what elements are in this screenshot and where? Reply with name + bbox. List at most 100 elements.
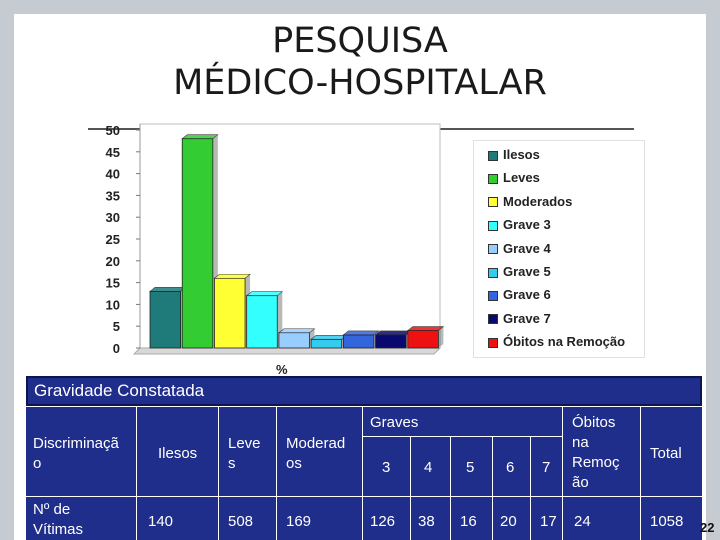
y-tick-label: 5 <box>113 319 120 334</box>
bar-top <box>278 328 316 334</box>
col-divider <box>492 436 493 540</box>
bar-top <box>245 291 284 296</box>
bar--bitos-na-remo-o <box>407 330 439 349</box>
cell-grave-3: 126 <box>370 513 396 530</box>
header-grave-7: 7 <box>542 459 551 476</box>
page-title: PESQUISA MÉDICO-HOSPITALAR <box>120 20 600 104</box>
y-tick-label: 20 <box>106 254 120 269</box>
col-divider <box>640 406 641 540</box>
cell-total: 1058 <box>650 513 684 530</box>
legend-item: Ilesos <box>488 147 540 165</box>
legend-label: Grave 3 <box>503 217 551 233</box>
plot-floor <box>132 347 442 355</box>
legend-label: Grave 4 <box>503 240 551 256</box>
y-tick-label: 30 <box>106 210 120 225</box>
bar-grave-6 <box>342 334 375 349</box>
legend-label: Grave 7 <box>503 310 551 326</box>
col-divider <box>218 406 219 540</box>
col-divider <box>136 406 137 540</box>
bar-top <box>181 134 219 140</box>
bar-top <box>342 330 380 336</box>
legend-label: Leves <box>503 170 540 186</box>
legend-swatch <box>488 150 498 161</box>
bar-side <box>438 326 444 348</box>
bar-grave-7 <box>375 334 407 349</box>
bar-moderados <box>214 277 246 349</box>
bar-chart: 0 5 10 15 20 25 30 35 40 45 50 <box>106 123 445 356</box>
col-divider <box>450 436 451 540</box>
header-leves: Leve s <box>228 435 261 472</box>
col-divider <box>362 406 363 540</box>
legend-label: Moderados <box>503 193 573 209</box>
cell-obitos: 24 <box>574 513 591 530</box>
cell-ilesos: 140 <box>148 513 174 530</box>
header-graves: Graves <box>370 414 419 431</box>
graves-subrule <box>362 436 562 437</box>
y-tick-label: 40 <box>106 167 120 182</box>
bar-leves <box>181 138 214 349</box>
title-line-1: PESQUISA <box>272 21 448 61</box>
cell-moderados: 169 <box>286 513 312 530</box>
table-rule <box>26 406 702 407</box>
cell-grave-7: 17 <box>540 513 557 530</box>
row-label: Nº de Vítimas <box>33 501 84 538</box>
legend-item: Leves <box>488 170 540 188</box>
title-line-2: MÉDICO-HOSPITALAR <box>173 63 547 103</box>
chart-legend: Ilesos Leves Moderados Grave 3 Grave 4 Grave … <box>473 140 645 358</box>
legend-item: Grave 3 <box>488 217 551 235</box>
col-divider <box>530 436 531 540</box>
x-axis-label: % <box>276 362 288 377</box>
table-rule <box>26 496 702 497</box>
bar-grave-5 <box>310 338 343 349</box>
cell-grave-4: 38 <box>418 513 435 530</box>
header-total: Total <box>650 445 682 462</box>
table-heading: Gravidade Constatada <box>26 376 702 406</box>
legend-item: Moderados <box>488 194 572 212</box>
header-grave-6: 6 <box>506 459 515 476</box>
legend-swatch <box>488 197 498 208</box>
bar-top <box>310 334 348 340</box>
legend-label: Grave 5 <box>503 264 551 279</box>
y-tick-label: 45 <box>106 145 120 160</box>
bar-top <box>149 287 187 292</box>
legend-label: Óbitos na Remoção <box>503 334 626 350</box>
legend-item: Grave 6 <box>488 287 551 305</box>
header-grave-3: 3 <box>382 459 391 476</box>
y-tick-label: 50 <box>106 123 120 138</box>
bar-top <box>374 330 413 336</box>
cell-leves: 508 <box>228 513 254 530</box>
legend-swatch <box>488 314 498 325</box>
cell-grave-5: 16 <box>460 513 477 530</box>
header-obitos: Óbitos na Remoç ão <box>572 414 620 491</box>
header-discriminacao: Discriminaçã o <box>33 435 119 472</box>
legend-swatch <box>488 267 498 278</box>
bar-ilesos <box>149 290 182 349</box>
bar-grave-4 <box>278 332 310 349</box>
legend-swatch <box>488 173 498 184</box>
data-table: Discriminaçã o Ilesos Leve s Moderad os … <box>26 406 702 540</box>
y-tick-label: 35 <box>106 188 120 203</box>
legend-label: Ilesos <box>503 147 540 162</box>
cell-grave-6: 20 <box>500 513 517 530</box>
legend-item: Grave 4 <box>488 241 551 259</box>
slide-number: 22 <box>700 520 715 535</box>
bar-top <box>406 326 445 331</box>
legend-item: Óbitos na Remoção <box>488 334 625 352</box>
header-ilesos: Ilesos <box>158 445 198 462</box>
col-divider <box>410 436 411 540</box>
header-grave-5: 5 <box>466 459 475 476</box>
header-moderados: Moderad os <box>286 435 346 472</box>
y-tick-label: 25 <box>106 232 120 247</box>
legend-swatch <box>488 220 498 231</box>
y-tick-label: 0 <box>113 341 120 356</box>
col-divider <box>276 406 277 540</box>
bar-grave-3 <box>246 295 278 349</box>
legend-item: Grave 7 <box>488 311 551 329</box>
legend-swatch <box>488 337 498 348</box>
legend-swatch <box>488 244 498 255</box>
y-tick-label: 10 <box>106 297 120 312</box>
header-grave-4: 4 <box>424 459 433 476</box>
legend-swatch <box>488 290 498 301</box>
y-tick-label: 15 <box>106 276 120 291</box>
legend-item: Grave 5 <box>488 264 551 282</box>
